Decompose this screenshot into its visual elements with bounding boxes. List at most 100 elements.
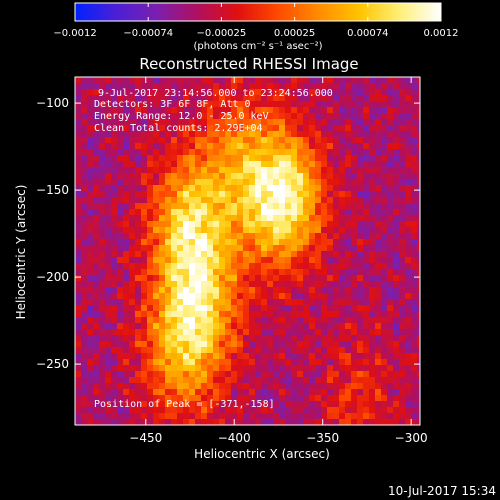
heatmap-cell [99,293,105,299]
heatmap-cell [123,371,129,377]
heatmap-cell [273,215,279,221]
heatmap-cell [417,377,420,383]
heatmap-cell [267,317,273,323]
heatmap-cell [93,131,99,137]
heatmap-cell [213,107,219,113]
heatmap-cell [243,371,249,377]
heatmap-cell [315,299,321,305]
heatmap-cell [363,113,369,119]
heatmap-cell [141,281,147,287]
heatmap-cell [105,155,111,161]
heatmap-cell [267,377,273,383]
heatmap-cell [171,389,177,395]
heatmap-cell [219,407,225,413]
heatmap-cell [99,143,105,149]
heatmap-cell [393,173,399,179]
heatmap-cell [81,293,87,299]
heatmap-cell [327,317,333,323]
heatmap-cell [219,191,225,197]
heatmap-cell [75,413,81,419]
heatmap-cell [147,341,153,347]
heatmap-cell [351,317,357,323]
heatmap-cell [375,335,381,341]
heatmap-cell [279,113,285,119]
heatmap-cell [351,275,357,281]
heatmap-cell [99,113,105,119]
heatmap-cell [267,311,273,317]
heatmap-cell [375,263,381,269]
heatmap-cell [153,143,159,149]
heatmap-cell [207,287,213,293]
heatmap-cell [297,179,303,185]
heatmap-cell [315,305,321,311]
heatmap-cell [165,179,171,185]
heatmap-cell [123,233,129,239]
heatmap-cell [363,95,369,101]
heatmap-cell [357,269,363,275]
heatmap-cell [285,131,291,137]
heatmap-cell [135,119,141,125]
heatmap-cell [219,167,225,173]
heatmap-cell [99,407,105,413]
heatmap-cell [105,89,111,95]
heatmap-cell [171,365,177,371]
heatmap-cell [399,89,405,95]
heatmap-cell [249,107,255,113]
heatmap-cell [387,143,393,149]
heatmap-cell [237,263,243,269]
heatmap-cell [405,185,411,191]
heatmap-cell [285,125,291,131]
heatmap-cell [159,287,165,293]
heatmap-cell [75,119,81,125]
heatmap-cell [351,239,357,245]
heatmap-cell [171,197,177,203]
heatmap-cell [411,191,417,197]
heatmap-cell [267,191,273,197]
heatmap-cell [135,299,141,305]
heatmap-cell [261,227,267,233]
heatmap-cell [321,275,327,281]
heatmap-cell [93,341,99,347]
heatmap-cell [201,377,207,383]
heatmap-cell [243,131,249,137]
heatmap-cell [351,347,357,353]
heatmap-cell [93,107,99,113]
heatmap-cell [99,365,105,371]
heatmap-cell [339,401,345,407]
heatmap-cell [87,377,93,383]
heatmap-cell [111,413,117,419]
heatmap-cell [363,77,369,83]
heatmap-cell [339,389,345,395]
heatmap-cell [405,413,411,419]
heatmap-cell [261,413,267,419]
heatmap-cell [135,101,141,107]
heatmap-cell [165,389,171,395]
heatmap-cell [225,107,231,113]
heatmap-cell [357,125,363,131]
heatmap-cell [369,95,375,101]
heatmap-cell [153,77,159,83]
heatmap-cell [369,233,375,239]
heatmap-cell [387,371,393,377]
heatmap-cell [339,317,345,323]
heatmap-cell [315,239,321,245]
heatmap-cell [261,395,267,401]
heatmap-cell [273,359,279,365]
heatmap-cell [75,173,81,179]
heatmap-cell [255,347,261,353]
heatmap-cell [405,389,411,395]
heatmap-cell [135,401,141,407]
heatmap-cell [99,161,105,167]
heatmap-cell [321,119,327,125]
heatmap-cell [363,413,369,419]
heatmap-cell [273,173,279,179]
heatmap-cell [243,89,249,95]
heatmap-cell [141,407,147,413]
heatmap-cell [273,209,279,215]
heatmap-cell [411,95,417,101]
heatmap-cell [369,173,375,179]
heatmap-cell [243,137,249,143]
heatmap-cell [297,407,303,413]
heatmap-cell [321,149,327,155]
heatmap-cell [189,179,195,185]
